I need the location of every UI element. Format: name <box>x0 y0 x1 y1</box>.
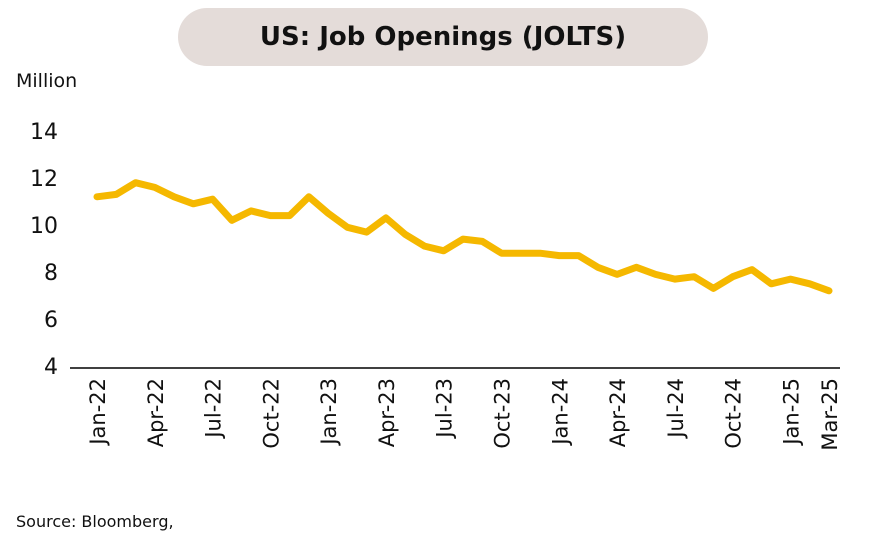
x-tick-label: Jul-24 <box>664 378 688 440</box>
x-tick-label: Jul-22 <box>202 378 226 440</box>
y-tick-label: 6 <box>44 308 58 333</box>
source-note: Source: Bloomberg, <box>16 512 174 531</box>
x-tick-labels: Jan-22 Apr-22 Jul-22 Oct-22 Jan-23 Apr-23 Jul-… <box>86 378 842 451</box>
job-openings-series-line <box>93 179 833 295</box>
x-tick-label: Jan-23 <box>317 378 341 447</box>
x-tick-label: Mar-25 <box>818 378 842 451</box>
y-tick-label: 4 <box>44 355 58 380</box>
x-tick-label: Oct-23 <box>491 378 515 449</box>
y-tick-label: 12 <box>30 167 58 192</box>
y-tick-label: 10 <box>30 214 58 239</box>
y-tick-labels: 4 6 8 10 12 14 <box>30 120 58 380</box>
x-tick-label: Apr-24 <box>606 378 630 447</box>
x-tick-label: Apr-23 <box>375 378 399 447</box>
x-tick-label: Oct-22 <box>259 378 283 449</box>
y-tick-label: 8 <box>44 261 58 286</box>
x-tick-label: Jan-24 <box>548 378 572 447</box>
y-tick-label: 14 <box>30 120 58 145</box>
x-tick-label: Apr-22 <box>144 378 168 447</box>
x-tick-label: Jan-25 <box>779 378 803 447</box>
x-tick-label: Jul-23 <box>433 378 457 440</box>
chart-title: US: Job Openings (JOLTS) <box>178 8 708 66</box>
x-tick-label: Jan-22 <box>86 378 110 447</box>
x-tick-label: Oct-24 <box>722 378 746 449</box>
y-axis-unit-label: Million <box>16 70 78 92</box>
